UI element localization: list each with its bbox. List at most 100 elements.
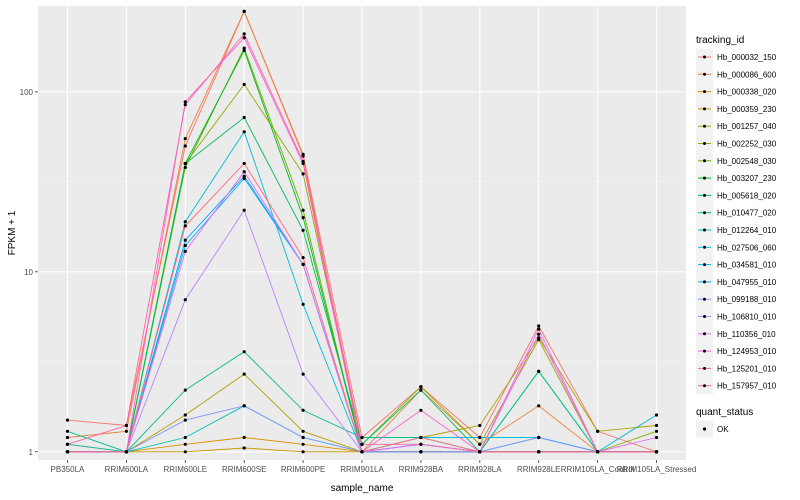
legend-label: Hb_157957_010 bbox=[717, 382, 777, 391]
data-point bbox=[596, 450, 600, 454]
data-point bbox=[183, 137, 187, 141]
legend-point bbox=[703, 107, 706, 111]
data-point bbox=[301, 408, 305, 412]
legend-point bbox=[703, 384, 706, 388]
x-tick-label: RRIM105LA_Control bbox=[561, 465, 635, 474]
data-point bbox=[301, 172, 305, 176]
x-tick-label: RRIM901LA bbox=[340, 465, 384, 474]
legend-point bbox=[703, 245, 706, 249]
data-point bbox=[419, 450, 423, 454]
legend-label: Hb_001257_040 bbox=[717, 122, 777, 131]
data-point bbox=[183, 413, 187, 417]
data-point bbox=[478, 423, 482, 428]
data-point bbox=[183, 220, 187, 224]
data-point bbox=[183, 298, 187, 302]
legend-point bbox=[703, 90, 706, 94]
data-point bbox=[537, 450, 541, 454]
data-point bbox=[537, 324, 541, 328]
x-axis-title: sample_name bbox=[331, 483, 394, 494]
data-point bbox=[301, 442, 305, 446]
data-point bbox=[537, 332, 541, 336]
data-point bbox=[183, 238, 187, 242]
legend-label: Hb_002252_030 bbox=[717, 140, 777, 149]
data-point bbox=[360, 450, 364, 454]
data-point bbox=[301, 256, 305, 260]
x-tick-label: RRIM600SE bbox=[222, 465, 266, 474]
data-point bbox=[242, 46, 246, 50]
data-point bbox=[242, 176, 246, 181]
legend-label: Hb_003207_230 bbox=[717, 174, 777, 183]
data-point bbox=[242, 9, 246, 13]
data-point bbox=[183, 418, 187, 422]
y-tick-label: 1 bbox=[29, 448, 34, 457]
data-point bbox=[596, 429, 600, 433]
legend-point bbox=[703, 176, 706, 180]
legend-point bbox=[703, 280, 706, 284]
data-point bbox=[654, 423, 659, 428]
data-point bbox=[183, 103, 187, 107]
data-point bbox=[65, 429, 70, 433]
y-axis: 1 10 100 bbox=[20, 88, 38, 457]
data-point bbox=[65, 442, 70, 446]
data-point bbox=[242, 161, 246, 166]
legend-title: tracking_id bbox=[696, 35, 744, 46]
legend-point bbox=[703, 72, 706, 76]
data-point bbox=[301, 302, 305, 306]
data-point bbox=[301, 228, 305, 232]
shape-legend: quant_status OK bbox=[696, 407, 753, 438]
x-tick-label: RRIM928LA bbox=[458, 465, 502, 474]
data-point bbox=[65, 418, 70, 422]
data-point bbox=[124, 429, 128, 433]
data-point bbox=[242, 174, 246, 178]
data-point bbox=[301, 429, 305, 433]
legend-point bbox=[703, 142, 706, 145]
legend-point bbox=[703, 366, 706, 370]
data-point bbox=[419, 388, 423, 392]
legend-label: Hb_125201_010 bbox=[717, 364, 777, 373]
legend-point bbox=[703, 124, 706, 128]
data-point bbox=[183, 388, 187, 392]
data-point bbox=[537, 369, 541, 373]
x-tick-label: RRIM600PE bbox=[281, 465, 325, 474]
legend-point bbox=[703, 211, 706, 215]
x-tick-label: RRIM600LA bbox=[105, 465, 149, 474]
data-point bbox=[183, 100, 187, 104]
data-points bbox=[65, 9, 659, 454]
legend-point bbox=[703, 159, 706, 163]
legend-point bbox=[703, 315, 706, 318]
legend-label: Hb_106810_010 bbox=[717, 313, 777, 322]
data-point bbox=[537, 338, 541, 342]
legend-label: Hb_000032_150 bbox=[717, 53, 777, 62]
shape-legend-point bbox=[702, 427, 707, 431]
data-point bbox=[301, 208, 305, 212]
data-point bbox=[360, 442, 364, 446]
legend-label: Hb_034581_010 bbox=[717, 261, 777, 270]
legend-label: Hb_000086_600 bbox=[717, 70, 777, 79]
data-point bbox=[183, 450, 187, 454]
legend-point bbox=[703, 228, 706, 232]
legend-point bbox=[703, 297, 706, 301]
data-point bbox=[242, 82, 246, 86]
legend-label: Hb_099188_010 bbox=[717, 295, 777, 304]
legend-label: Hb_000338_020 bbox=[717, 88, 777, 97]
legend-label: Hb_002548_030 bbox=[717, 157, 777, 166]
legend-point bbox=[703, 55, 706, 59]
data-point bbox=[301, 262, 305, 266]
legend-label: Hb_000359_230 bbox=[717, 105, 777, 114]
data-point bbox=[654, 450, 659, 454]
x-tick-label: PB350LA bbox=[51, 465, 85, 474]
data-point bbox=[242, 170, 246, 174]
legend-label: Hb_012264_010 bbox=[717, 226, 777, 235]
x-axis: PB350LA RRIM600LA RRIM600LE RRIM600SE RRIM60… bbox=[51, 460, 696, 474]
data-point bbox=[242, 435, 246, 440]
data-point bbox=[419, 442, 423, 446]
data-point bbox=[65, 450, 70, 454]
data-point bbox=[419, 435, 423, 440]
data-point bbox=[183, 144, 187, 148]
legend-label: Hb_027506_060 bbox=[717, 243, 777, 252]
data-point bbox=[478, 450, 482, 454]
data-point bbox=[301, 154, 305, 158]
data-point bbox=[183, 161, 187, 166]
shape-legend-label: OK bbox=[717, 425, 729, 434]
